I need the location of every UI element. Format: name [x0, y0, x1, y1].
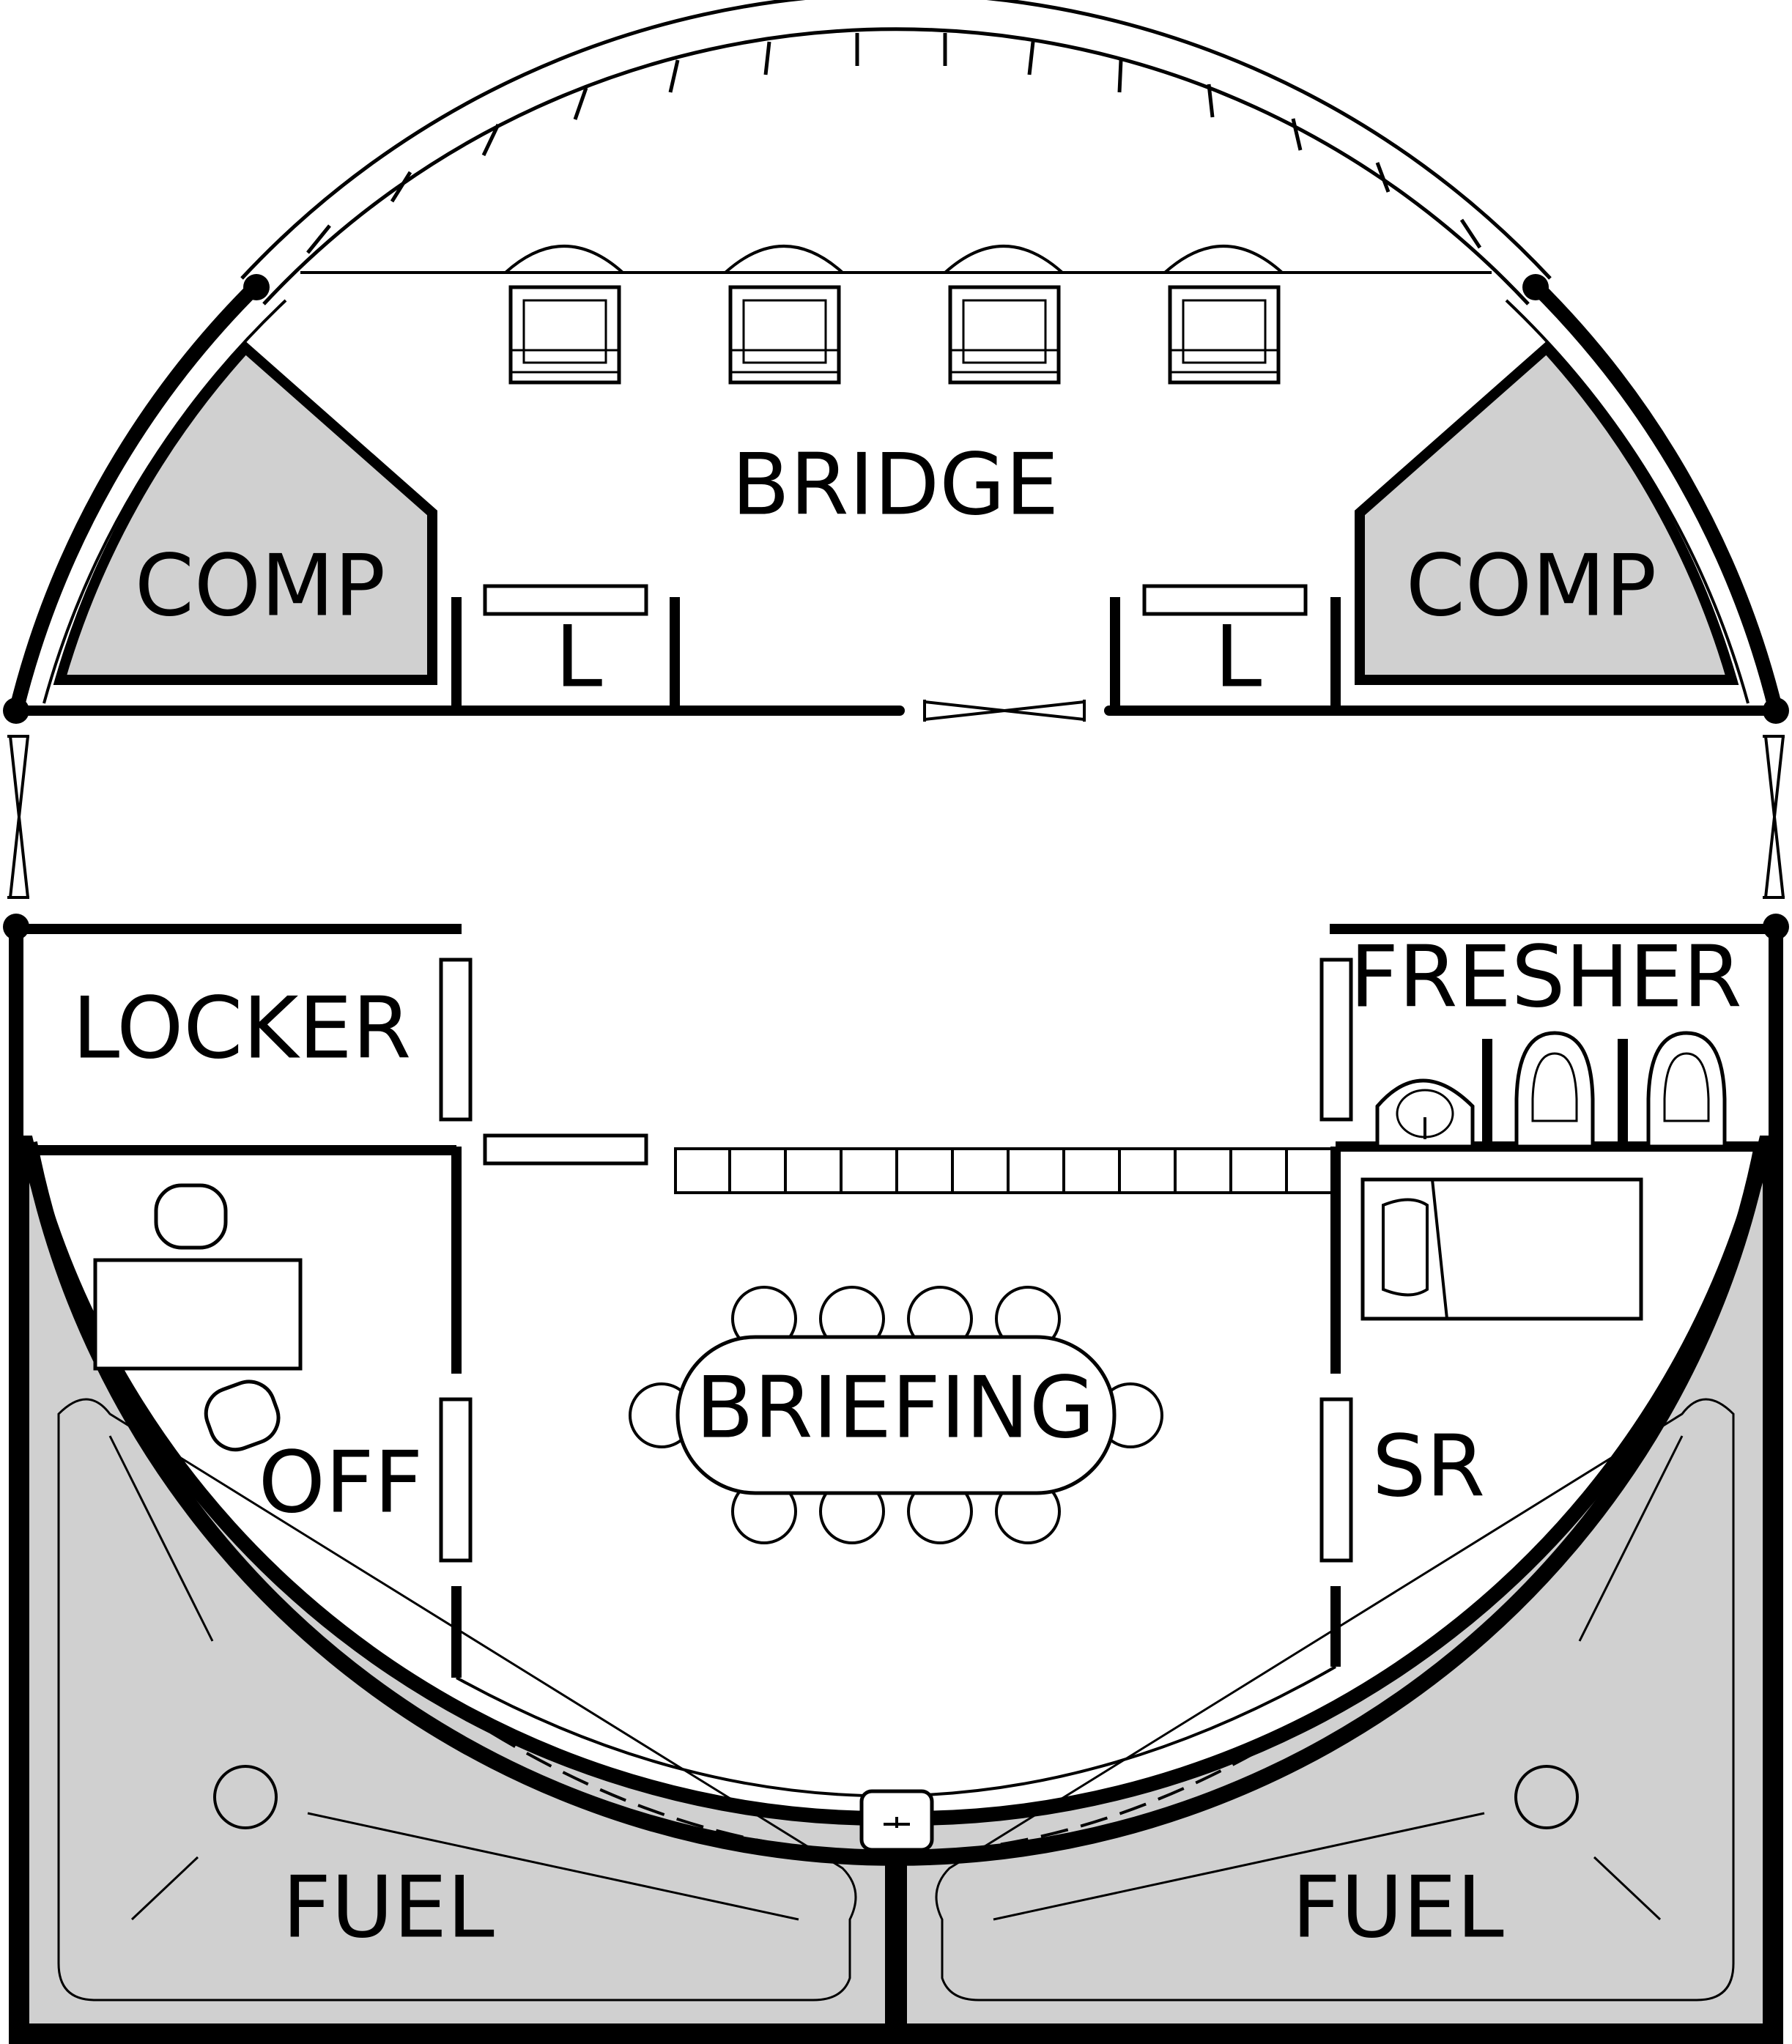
comp-room-left: [53, 341, 437, 685]
upper-hull-wall-right: [1528, 278, 1783, 713]
briefing-table: [629, 1286, 1163, 1544]
label-briefing: BRIEFING: [695, 1359, 1095, 1458]
bed-icon: [1360, 1177, 1643, 1321]
seat-icon[interactable]: [944, 245, 1064, 385]
l-counter-left: [483, 584, 648, 616]
label-fuel-left: FUEL: [282, 1859, 495, 1958]
sr-door[interactable]: [1319, 1397, 1353, 1563]
chair-icon: [629, 1286, 1163, 1544]
briefing-door-left[interactable]: [483, 1133, 648, 1166]
l-counter-right: [1142, 584, 1308, 616]
bridge-seats: [504, 245, 1284, 385]
toilet-icon: [1514, 1031, 1595, 1149]
airlock-door-left[interactable]: [7, 735, 29, 899]
locker-door[interactable]: [439, 958, 473, 1122]
upper-hull-wall-left: [9, 278, 264, 713]
floor-hatch-icon[interactable]: [859, 1789, 934, 1865]
fresher-door[interactable]: [1319, 958, 1353, 1122]
seat-icon[interactable]: [1163, 245, 1284, 385]
label-bridge: BRIDGE: [732, 436, 1059, 535]
seat-icon[interactable]: [504, 245, 624, 385]
comp-room-right: [1355, 341, 1739, 685]
label-fuel-right: FUEL: [1292, 1859, 1504, 1958]
label-off: OFF: [259, 1434, 423, 1533]
off-door[interactable]: [439, 1397, 473, 1563]
bridge-door[interactable]: [923, 700, 1086, 722]
toilet-icon: [1646, 1031, 1727, 1149]
bridge-window-band: [240, 0, 1552, 306]
label-locker: LOCKER: [73, 980, 412, 1078]
label-l-left: L: [555, 608, 603, 707]
label-fresher: FRESHER: [1349, 928, 1741, 1027]
chair-icon: [204, 1380, 281, 1452]
briefing-top-counter: [674, 1147, 1333, 1194]
airlock-door-right[interactable]: [1763, 735, 1785, 899]
office-furniture: [93, 1183, 303, 1452]
label-comp-right: COMP: [1406, 537, 1656, 636]
label-sr: SR: [1372, 1418, 1485, 1517]
sink-icon: [1375, 1078, 1475, 1149]
label-l-right: L: [1215, 608, 1262, 707]
chair-icon: [154, 1183, 228, 1250]
seat-icon[interactable]: [724, 245, 844, 385]
label-comp-left: COMP: [135, 537, 385, 636]
